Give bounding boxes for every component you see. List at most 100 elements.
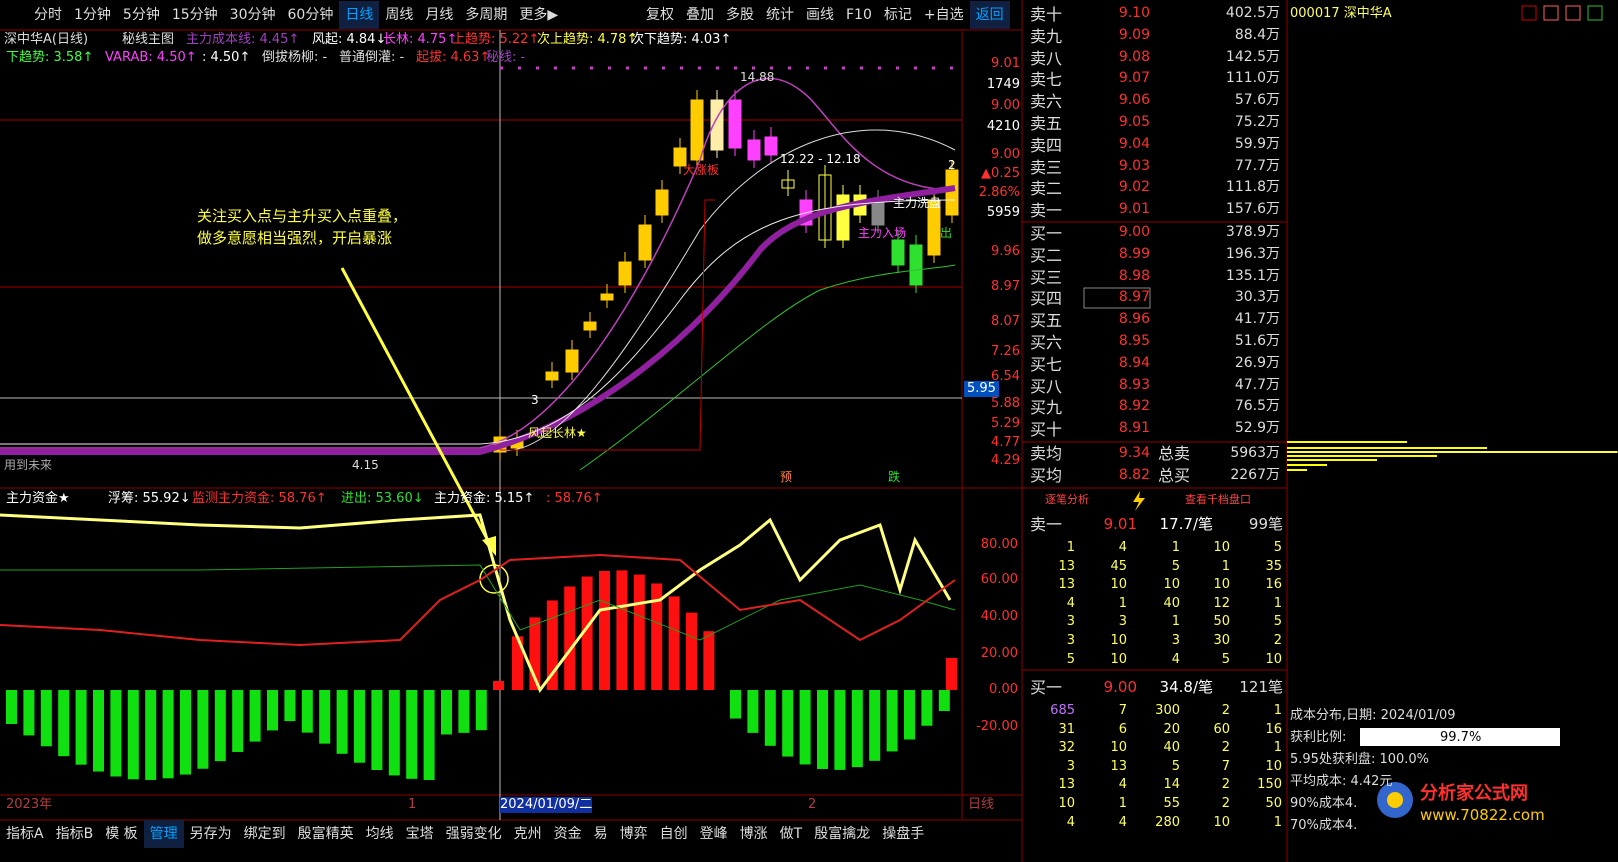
period-tab[interactable]: 月线: [425, 7, 454, 23]
chart-label: 预: [780, 470, 793, 484]
tool-button[interactable]: 画线: [806, 7, 834, 23]
indicator-tab[interactable]: 操盘手: [882, 826, 925, 842]
period-tab[interactable]: 30分钟: [229, 7, 276, 23]
queue-cell: 3: [1118, 614, 1127, 630]
period-tab[interactable]: 5分钟: [122, 7, 160, 23]
queue-cell: 5: [1221, 651, 1230, 667]
tool-button[interactable]: 返回: [969, 1, 1010, 29]
volume: 52.9万: [1234, 420, 1280, 437]
axis-label: 9.00: [991, 98, 1020, 113]
period-tab[interactable]: 15分钟: [171, 7, 218, 23]
queue-cell: 1: [1118, 796, 1127, 811]
indicator-tab[interactable]: 殷富擒龙: [814, 826, 871, 842]
axis-label: 5.88: [991, 396, 1020, 411]
period-tab[interactable]: 日线: [339, 1, 380, 29]
queue-cell: 5: [1273, 540, 1282, 555]
indicator-tab[interactable]: 指标B: [55, 826, 94, 842]
price: 8.98: [1118, 267, 1150, 284]
queue-price: 9.01: [1103, 515, 1137, 533]
queue-cell: 10: [1058, 796, 1075, 811]
volume: 378.9万: [1225, 224, 1280, 240]
param: 长林: 4.75↑: [383, 32, 458, 47]
queue-cell: 13: [1058, 558, 1075, 574]
tool-button[interactable]: 标记: [883, 7, 912, 23]
chart-label: 14.88: [740, 70, 775, 84]
tool-button[interactable]: F10: [846, 7, 872, 23]
cost-row: 获利比例:: [1290, 730, 1347, 745]
queue-cell: 10: [1110, 577, 1127, 593]
indicator-tab[interactable]: 宝塔: [405, 826, 434, 842]
param: 普通倒灌: -: [339, 50, 405, 65]
indicator-tab[interactable]: 博弈: [619, 826, 648, 842]
indicator-tab[interactable]: 强弱变化: [445, 826, 502, 842]
period-tab[interactable]: 更多▶: [519, 7, 559, 23]
button[interactable]: 逐笔分析: [1045, 493, 1089, 506]
volume: 142.5万: [1225, 48, 1280, 65]
queue-avg: 17.7/笔: [1159, 515, 1213, 533]
indicator-tab[interactable]: 做T: [779, 826, 803, 842]
period-tab[interactable]: 1分钟: [74, 7, 111, 23]
indicator-tab[interactable]: 另存为: [189, 826, 232, 842]
candle: [638, 224, 652, 261]
chart-label: 4.15: [352, 458, 379, 472]
candle: [545, 371, 559, 381]
indicator-tab[interactable]: 易: [593, 826, 608, 842]
histogram-bar: [475, 690, 487, 731]
queue-cell: 40: [1163, 595, 1180, 611]
tool-button[interactable]: +自选: [923, 7, 964, 23]
tool-button[interactable]: 叠加: [686, 7, 714, 23]
queue-cell: 50: [1265, 796, 1282, 811]
axis-label: 0.00: [989, 682, 1018, 697]
queue-cell: 13: [1058, 777, 1075, 793]
queue-count: 99笔: [1248, 515, 1283, 533]
indicator-tab[interactable]: 登峰: [699, 826, 728, 842]
period-tab[interactable]: 周线: [385, 7, 414, 23]
volume: 402.5万: [1225, 5, 1280, 21]
indicator-line: [0, 77, 956, 449]
indicator-tab[interactable]: 殷富精英: [297, 826, 354, 842]
queue-cell: 2: [1221, 740, 1230, 756]
candle: [781, 179, 795, 189]
indicator-tab[interactable]: 克州: [513, 826, 542, 842]
queue-cell: 55: [1163, 796, 1180, 811]
indicator-tab[interactable]: 管理: [143, 820, 184, 848]
level: 卖四: [1030, 135, 1063, 155]
indicator-tab[interactable]: 博涨: [739, 826, 768, 842]
axis-label: 4210: [986, 119, 1020, 134]
volume: 41.7万: [1234, 311, 1280, 328]
level: 卖五: [1030, 114, 1063, 133]
button[interactable]: 查看千档盘口: [1185, 493, 1251, 506]
indicator-tab[interactable]: 资金: [553, 826, 582, 842]
axis-label: 9.01: [991, 56, 1020, 71]
param: 监测主力资金: 58.76↑: [192, 491, 327, 506]
histogram-bar: [834, 690, 846, 770]
histogram-bar: [747, 690, 759, 733]
date-label: 1: [408, 797, 417, 812]
cost-row: 70%成本4.: [1290, 818, 1358, 833]
period-tab[interactable]: 多周期: [465, 7, 508, 23]
period-tab[interactable]: 60分钟: [287, 7, 334, 23]
cost-row: 成本分布,日期: 2024/01/09: [1290, 708, 1456, 723]
queue-cell: 16: [1265, 577, 1282, 593]
indicator-tab[interactable]: 均线: [365, 826, 394, 842]
histogram-bar: [388, 690, 400, 776]
period-tab[interactable]: 分时: [34, 7, 62, 23]
tool-button[interactable]: 复权: [646, 7, 674, 23]
indicator-tab[interactable]: 自创: [659, 826, 688, 842]
histogram-bar: [564, 586, 576, 690]
price: 8.91: [1118, 420, 1150, 437]
tool-button[interactable]: 统计: [766, 7, 794, 23]
queue-cell: 32: [1058, 740, 1075, 756]
tool-button[interactable]: 多股: [726, 7, 754, 23]
chart-label: 用到未来: [4, 458, 53, 472]
queue-cell: 300: [1155, 703, 1180, 718]
axis-label: 9.00: [991, 147, 1020, 162]
profit-bar: [1360, 728, 1560, 746]
indicator-tab[interactable]: 绑定到: [243, 826, 286, 842]
cost-row: 90%成本4.: [1290, 796, 1358, 811]
axis-label: 9.96: [991, 244, 1020, 259]
indicator-tab[interactable]: 模 板: [105, 826, 138, 842]
indicator-tab[interactable]: 指标A: [6, 826, 44, 842]
histogram-bar: [6, 690, 17, 724]
axis-label: 6.54: [991, 369, 1020, 384]
